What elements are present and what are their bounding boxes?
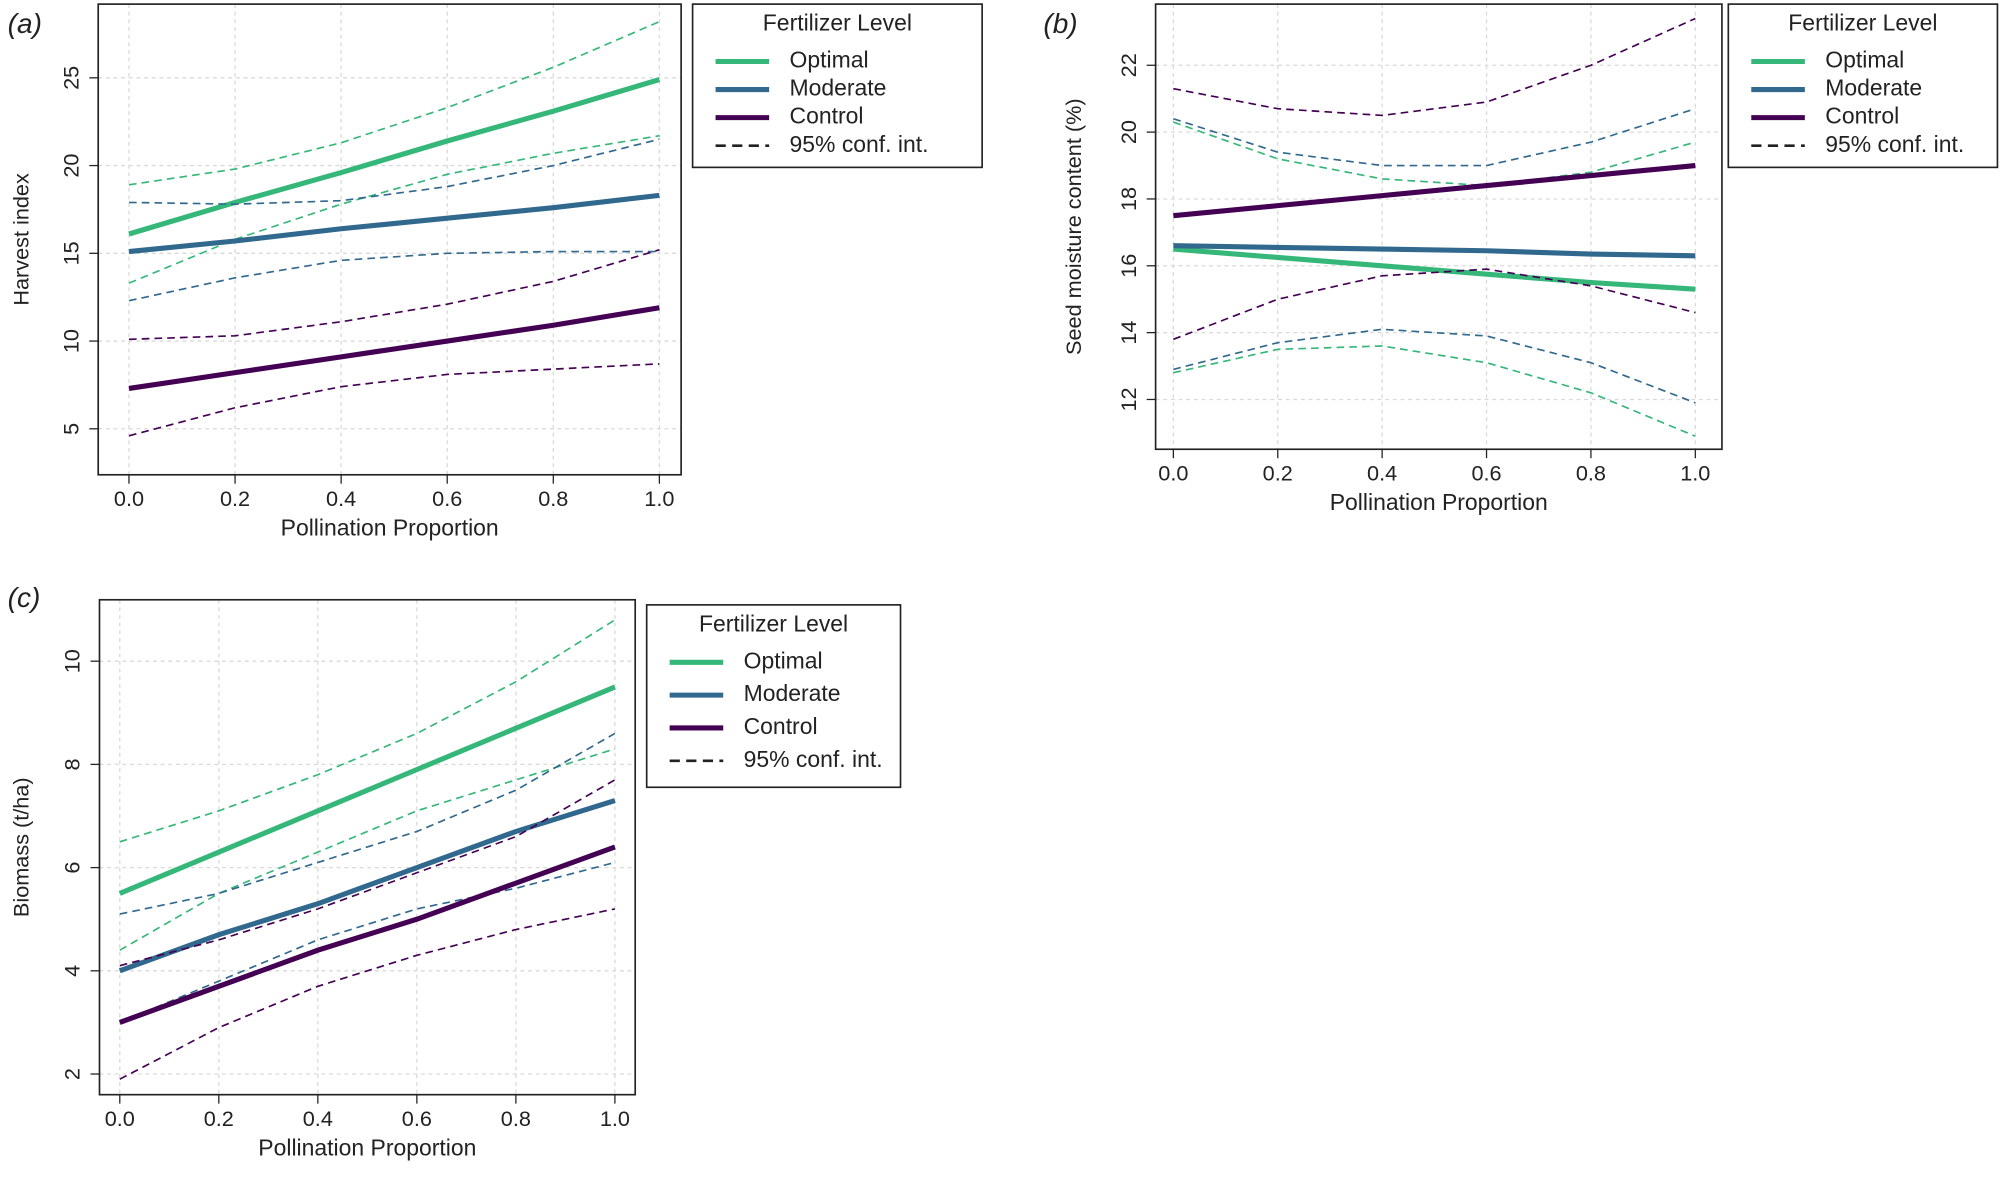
legend-entry: Control (744, 713, 818, 739)
ci-line (119, 861, 616, 1024)
y-tick-label: 8 (60, 758, 85, 770)
series-line (128, 77, 661, 237)
x-tick-label: 0.0 (1158, 461, 1188, 486)
legend-entry: Optimal (744, 647, 823, 673)
x-tick-label: 0.8 (538, 486, 568, 511)
x-tick-label: 1.0 (644, 486, 674, 511)
ci-line (128, 249, 660, 341)
legend-entry: Optimal (1825, 47, 1904, 73)
y-tick-label: 20 (58, 154, 83, 178)
y-tick-label: 10 (58, 329, 83, 353)
legend-frame (645, 604, 902, 789)
ci-line (1173, 345, 1696, 437)
y-tick-label: 22 (1116, 53, 1141, 77)
legend-entry: Optimal (790, 47, 869, 73)
y-tick-label: 15 (58, 241, 83, 265)
x-axis-label: Pollination Proportion (281, 515, 499, 541)
plot-frame (1154, 3, 1723, 451)
ci-line (1173, 107, 1696, 167)
ci-line (1173, 17, 1696, 117)
legend-entry: Moderate (790, 75, 887, 101)
ci-line (119, 619, 616, 843)
x-tick-label: 0.0 (105, 1106, 135, 1131)
x-axis-label: Pollination Proportion (1330, 489, 1548, 515)
legend-ci: 95% conf. int. (790, 131, 929, 157)
x-tick-label: 1.0 (1680, 461, 1710, 486)
ci-line (119, 779, 616, 967)
legend-title: Fertilizer Level (1788, 10, 1937, 36)
panel-label: (a) (8, 8, 42, 39)
ci-line (1173, 268, 1696, 341)
x-tick-label: 0.0 (114, 486, 144, 511)
y-tick-label: 12 (1116, 387, 1141, 411)
series-line (118, 798, 616, 974)
plot-frame (97, 3, 682, 476)
ci-line (119, 748, 616, 951)
x-tick-label: 0.2 (220, 486, 250, 511)
legend-title: Fertilizer Level (763, 10, 912, 36)
series-line (1173, 246, 1696, 292)
legend-entry: Moderate (1825, 75, 1922, 101)
y-tick-label: 2 (60, 1068, 85, 1080)
series-line (1173, 162, 1696, 219)
y-tick-label: 16 (1116, 254, 1141, 278)
x-tick-label: 0.2 (204, 1106, 234, 1131)
y-axis-label: Seed moisture content (%) (1061, 98, 1086, 355)
legend-entry: Control (790, 103, 864, 129)
panel: 0.0 0.2 0.4 0.6 0.8 1.0 2 4 6 8 10 Pollination Prop… (8, 582, 902, 1161)
x-axis-label: Pollination Proportion (258, 1135, 476, 1161)
series-line (128, 305, 660, 391)
x-tick-label: 0.4 (1367, 461, 1397, 486)
y-tick-label: 10 (60, 649, 85, 673)
panel-label: (c) (8, 582, 41, 613)
plot-frame (98, 598, 637, 1096)
x-tick-label: 0.4 (303, 1106, 333, 1131)
series-line (118, 844, 616, 1025)
legend-entry: Moderate (744, 680, 841, 706)
x-tick-label: 0.8 (1576, 461, 1606, 486)
ci-line (128, 250, 660, 302)
series-line (1173, 243, 1696, 259)
ci-line (1173, 121, 1696, 187)
y-tick-label: 18 (1116, 187, 1141, 211)
panel: 0.0 0.2 0.4 0.6 0.8 1.0 12 14 16 18 20 22 Pollinatio… (1043, 3, 1999, 515)
x-tick-label: 0.6 (402, 1106, 432, 1131)
x-tick-label: 0.2 (1263, 461, 1293, 486)
x-tick-label: 1.0 (600, 1106, 630, 1131)
panel-label: (b) (1043, 8, 1077, 39)
series-line (118, 684, 616, 896)
ci-line (119, 732, 616, 915)
x-tick-label: 0.6 (432, 486, 462, 511)
ci-line (119, 908, 616, 1080)
y-axis-label: Harvest index (9, 173, 34, 306)
y-axis-label: Biomass (t/ha) (9, 777, 34, 917)
legend-frame (691, 3, 983, 169)
x-tick-label: 0.8 (501, 1106, 531, 1131)
panel: 0.0 0.2 0.4 0.6 0.8 1.0 5 10 15 20 25 Pollination P… (8, 3, 983, 541)
y-tick-label: 25 (58, 66, 83, 90)
y-tick-label: 14 (1116, 321, 1141, 345)
y-tick-label: 6 (60, 862, 85, 874)
ci-line (128, 363, 660, 437)
y-tick-label: 5 (58, 423, 83, 435)
ci-line (128, 20, 660, 186)
legend-entry: Control (1825, 103, 1899, 129)
y-tick-label: 4 (60, 965, 85, 977)
ci-line (128, 134, 660, 284)
ci-line (128, 138, 660, 206)
legend-title: Fertilizer Level (699, 610, 848, 636)
legend-frame (1727, 3, 1999, 169)
y-tick-label: 20 (1116, 120, 1141, 144)
x-tick-label: 0.4 (326, 486, 356, 511)
ci-line (1173, 328, 1696, 404)
series-line (128, 192, 660, 255)
legend-ci: 95% conf. int. (1825, 131, 1964, 157)
x-tick-label: 0.6 (1471, 461, 1501, 486)
legend-ci: 95% conf. int. (744, 746, 883, 772)
